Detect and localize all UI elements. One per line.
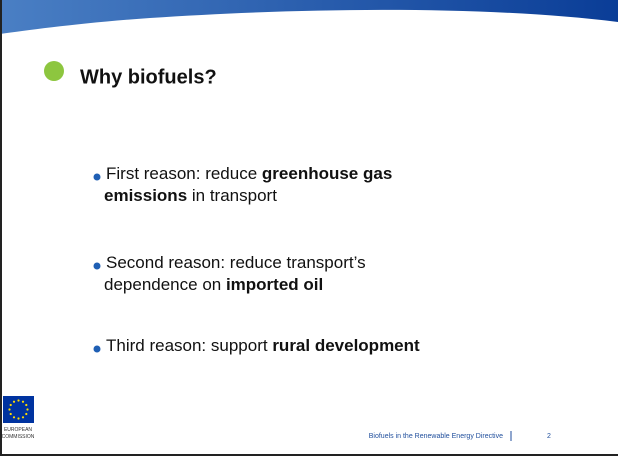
eu-stars (8, 399, 29, 420)
star (8, 408, 11, 411)
star (26, 408, 29, 411)
star (12, 416, 16, 419)
star (25, 412, 28, 416)
bullet-list: First reason: reduce greenhouse gas emiss… (93, 164, 420, 355)
text: Third reason: support (106, 336, 272, 355)
bold-text: rural development (272, 336, 420, 355)
logo-line2: COMMISSION (2, 434, 35, 440)
header-wave (0, 0, 618, 34)
page-number: 2 (547, 433, 551, 440)
bullet-dot (93, 173, 101, 181)
bold-text: greenhouse gas (262, 164, 392, 183)
bold-text: imported oil (226, 275, 323, 294)
star (17, 417, 20, 420)
bullet-line: dependence on imported oil (104, 275, 323, 294)
star (21, 400, 25, 403)
star (12, 400, 16, 403)
text: First reason: reduce (106, 164, 262, 183)
bullet-dot (93, 345, 101, 353)
slide-title: Why biofuels? (80, 66, 217, 88)
star (25, 403, 28, 407)
text: dependence on (104, 275, 226, 294)
bullet-line: Second reason: reduce transport’s (106, 253, 366, 272)
bullet-line: emissions in transport (104, 186, 277, 205)
bullet-line: First reason: reduce greenhouse gas (106, 164, 392, 183)
bullet-dot (93, 262, 101, 270)
logo-line1: EUROPEAN (4, 427, 32, 433)
title-marker (44, 61, 64, 81)
footer-text: Biofuels in the Renewable Energy Directi… (369, 433, 503, 440)
text: in transport (187, 186, 277, 205)
star (9, 412, 12, 416)
text: Second reason: reduce transport’s (106, 253, 366, 272)
bold-text: emissions (104, 186, 187, 205)
bullet-line: Third reason: support rural development (106, 336, 420, 355)
star (17, 399, 20, 402)
star (21, 416, 25, 419)
star (9, 403, 12, 407)
